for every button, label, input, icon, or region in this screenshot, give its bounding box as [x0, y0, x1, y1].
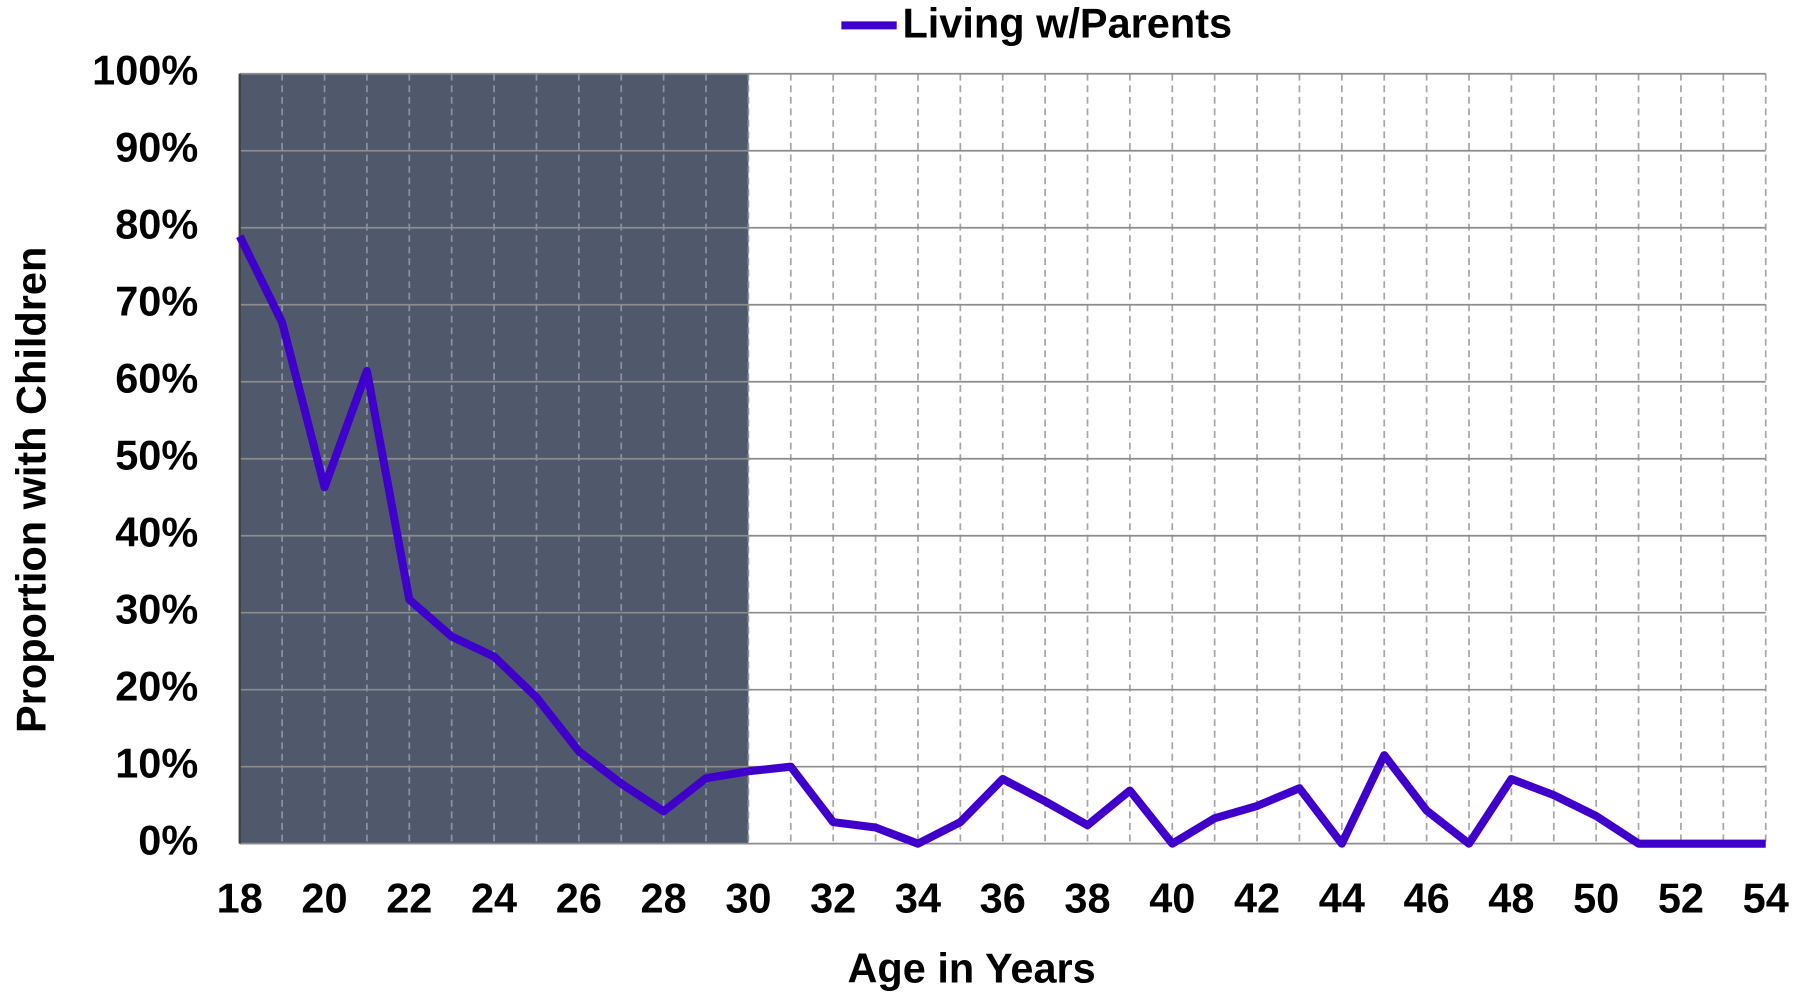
x-tick-label: 36: [980, 874, 1026, 921]
y-tick-label: 70%: [115, 278, 198, 325]
y-tick-label: 50%: [115, 432, 198, 479]
y-tick-label: 20%: [115, 663, 198, 710]
x-tick-label: 34: [895, 874, 941, 921]
x-tick-label: 50: [1573, 874, 1619, 921]
x-tick-label: 48: [1488, 874, 1534, 921]
x-axis-title: Age in Years: [847, 945, 1095, 992]
x-tick-label: 46: [1404, 874, 1450, 921]
y-tick-label: 60%: [115, 355, 198, 402]
legend-label: Living w/Parents: [902, 0, 1232, 46]
y-tick-label: 90%: [115, 124, 198, 171]
x-tick-label: 40: [1149, 874, 1195, 921]
x-tick-label: 24: [471, 874, 517, 921]
x-tick-label: 44: [1319, 874, 1365, 921]
y-tick-label: 80%: [115, 201, 198, 248]
y-tick-label: 10%: [115, 740, 198, 787]
y-tick-label: 40%: [115, 509, 198, 556]
x-tick-label: 52: [1658, 874, 1704, 921]
x-tick-label: 42: [1234, 874, 1280, 921]
x-tick-label: 20: [301, 874, 347, 921]
y-tick-label: 100%: [92, 47, 198, 94]
x-tick-label: 54: [1743, 874, 1789, 921]
y-axis-title: Proportion with Children: [8, 247, 55, 733]
x-tick-label: 28: [641, 874, 687, 921]
y-tick-label: 0%: [138, 817, 198, 864]
x-tick-label: 18: [217, 874, 263, 921]
data-line: [236, 234, 1766, 848]
x-tick-label: 32: [810, 874, 856, 921]
y-tick-label: 30%: [115, 586, 198, 633]
x-tick-label: 22: [386, 874, 432, 921]
x-tick-label: 30: [725, 874, 771, 921]
x-tick-label: 38: [1064, 874, 1110, 921]
x-tick-label: 26: [556, 874, 602, 921]
